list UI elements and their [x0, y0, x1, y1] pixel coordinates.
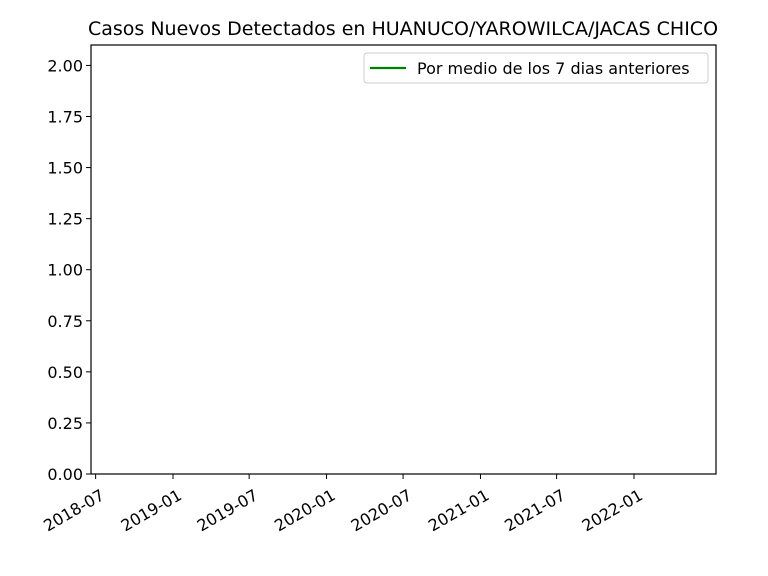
chart-title: Casos Nuevos Detectados en HUANUCO/YAROW…	[88, 18, 718, 40]
y-tick-label: 1.75	[47, 108, 83, 127]
x-tick-label: 2022-01	[579, 485, 646, 535]
y-tick-label: 1.00	[47, 261, 83, 280]
x-tick-label: 2021-07	[501, 485, 568, 535]
x-tick-label: 2019-07	[194, 485, 261, 535]
x-tick-label: 2021-01	[425, 485, 492, 535]
y-tick-label: 1.25	[47, 210, 83, 229]
plot-area	[90, 44, 717, 475]
x-axis: 2018-07 2019-01 2019-07 2020-01 2020-07 2021-…	[40, 474, 646, 535]
x-tick-label: 2018-07	[40, 485, 107, 535]
legend-box	[363, 52, 709, 84]
y-axis: 0.00 0.25 0.50 0.75 1.00 1.25 1.50 1.75 2.00	[47, 56, 91, 484]
y-tick-label: 0.25	[47, 414, 83, 433]
legend-label: Por medio de los 7 dias anteriores	[417, 59, 690, 78]
y-tick-label: 0.50	[47, 363, 83, 382]
y-tick-label: 0.75	[47, 312, 83, 331]
x-tick-label: 2020-01	[271, 485, 338, 535]
x-tick-label: 2020-07	[348, 485, 415, 535]
y-tick-label: 1.50	[47, 159, 83, 178]
legend: Por medio de los 7 dias anteriores	[363, 52, 709, 84]
y-tick-label: 0.00	[47, 465, 83, 484]
x-tick-label: 2019-01	[118, 485, 185, 535]
y-tick-label: 2.00	[47, 56, 83, 75]
